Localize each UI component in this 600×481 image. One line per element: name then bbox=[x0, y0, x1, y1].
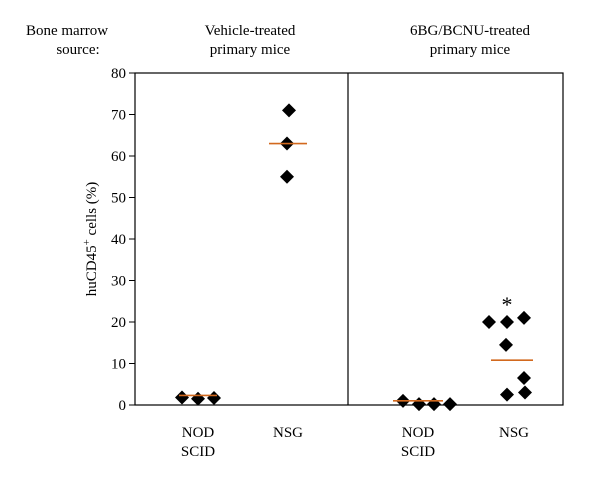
data-point bbox=[175, 390, 189, 405]
data-point bbox=[518, 385, 532, 400]
y-tick-label: 20 bbox=[111, 315, 126, 331]
data-point bbox=[412, 397, 426, 412]
y-tick-label: 80 bbox=[111, 66, 126, 82]
data-point bbox=[500, 387, 514, 402]
data-point bbox=[443, 397, 457, 412]
category-label: SCID bbox=[181, 444, 215, 460]
y-tick-label: 0 bbox=[119, 398, 127, 414]
data-point bbox=[500, 315, 514, 329]
data-point bbox=[207, 390, 221, 405]
panel-title-vehicle: Vehicle-treated primary mice bbox=[204, 23, 296, 58]
significance-marker: * bbox=[502, 292, 513, 317]
category-label: NSG bbox=[273, 425, 303, 441]
y-tick-label: 70 bbox=[111, 108, 126, 124]
plot-frame bbox=[134, 72, 564, 406]
category-label: NOD bbox=[402, 425, 435, 441]
data-point bbox=[517, 310, 531, 325]
y-axis-label: huCD45+ cells (%) bbox=[81, 182, 100, 297]
y-tick-label: 50 bbox=[111, 191, 126, 207]
y-tick-label: 40 bbox=[111, 232, 126, 248]
category-label: NSG bbox=[499, 425, 529, 441]
data-point bbox=[191, 391, 205, 406]
panel-title-6bg-bcnu: 6BG/BCNU-treated primary mice bbox=[410, 23, 530, 58]
category-label: NOD bbox=[182, 425, 215, 441]
data-point bbox=[499, 337, 513, 352]
data-point bbox=[427, 397, 441, 412]
y-tick-label: 60 bbox=[111, 149, 126, 165]
y-tick-label: 10 bbox=[111, 357, 126, 373]
data-point bbox=[517, 371, 531, 386]
category-label: SCID bbox=[401, 444, 435, 460]
source-label: Bone marrow source: bbox=[25, 23, 109, 58]
data-point bbox=[280, 169, 294, 184]
data-point bbox=[482, 315, 496, 329]
y-tick-label: 30 bbox=[111, 274, 126, 290]
data-point bbox=[282, 103, 296, 118]
